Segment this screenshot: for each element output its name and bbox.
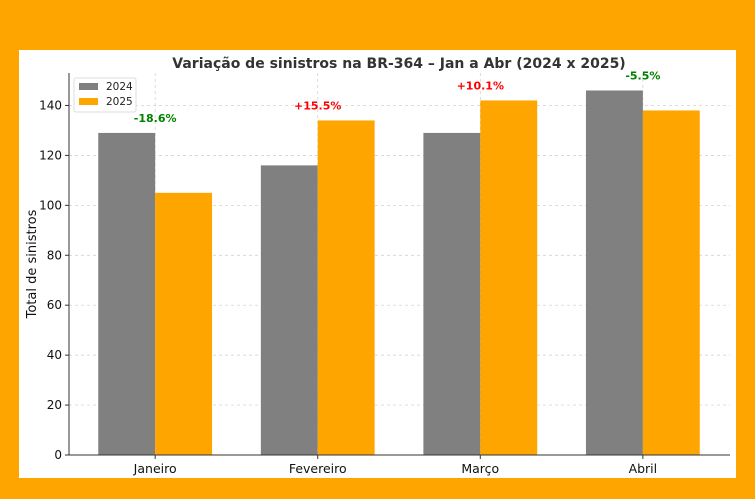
y-axis-label: Total de sinistros xyxy=(25,209,40,319)
legend-label: 2025 xyxy=(106,96,133,108)
bar-2024-março xyxy=(423,132,481,455)
y-tick-label: 120 xyxy=(39,148,62,162)
change-label: +10.1% xyxy=(457,79,504,92)
change-label: -18.6% xyxy=(134,112,177,125)
bar-2025-abril xyxy=(642,110,700,455)
change-label: +15.5% xyxy=(294,99,341,112)
x-tick-label: Janeiro xyxy=(133,461,177,476)
bar-2025-janeiro xyxy=(155,192,213,455)
y-tick-label: 100 xyxy=(39,198,62,212)
legend: 2024 2025 xyxy=(73,77,137,113)
bar-2025-março xyxy=(480,100,538,455)
y-tick-label: 20 xyxy=(47,398,62,412)
x-tick-label: Fevereiro xyxy=(289,461,347,476)
bar-2024-janeiro xyxy=(98,132,156,455)
bar-2024-fevereiro xyxy=(260,165,318,455)
y-tick-label: 40 xyxy=(47,348,62,362)
y-tick-label: 60 xyxy=(47,298,62,312)
legend-swatch xyxy=(79,98,98,105)
x-tick-label: Março xyxy=(461,461,499,476)
x-tick-label: Abril xyxy=(629,461,658,476)
bar-2025-fevereiro xyxy=(317,120,375,455)
legend-swatch xyxy=(79,83,98,90)
change-label: -5.5% xyxy=(625,69,660,82)
y-tick-label: 0 xyxy=(54,448,62,462)
chart-title: Variação de sinistros na BR-364 – Jan a … xyxy=(172,56,625,72)
y-tick-label: 140 xyxy=(39,98,62,112)
y-tick-label: 80 xyxy=(47,248,62,262)
bar-2024-abril xyxy=(585,90,643,456)
legend-label: 2024 xyxy=(106,81,133,93)
